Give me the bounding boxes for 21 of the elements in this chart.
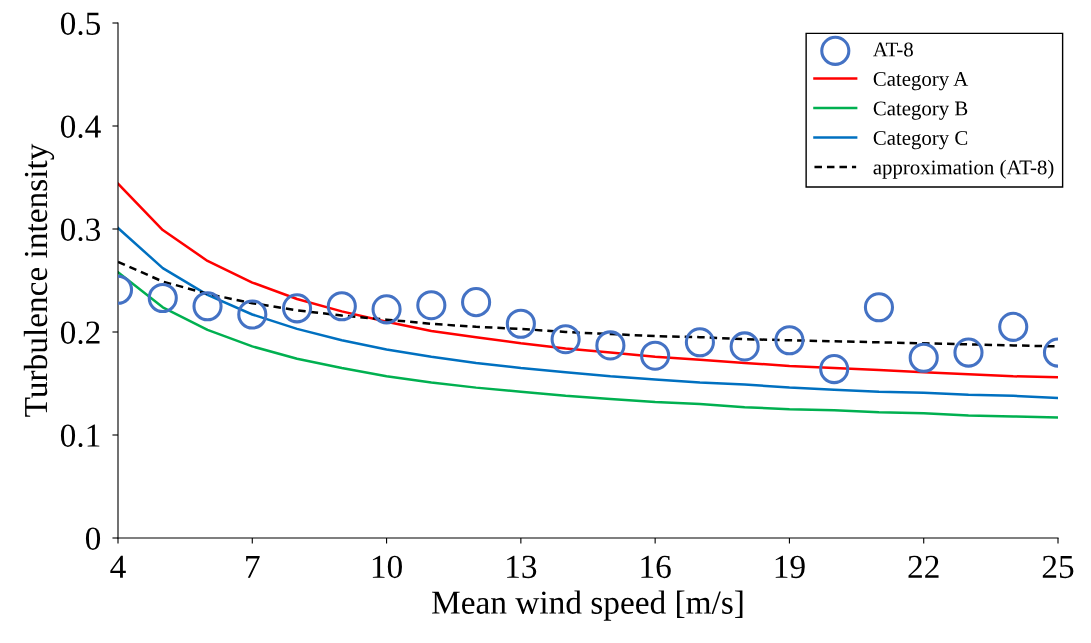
legend-label: approximation (AT-8) [873,159,1054,179]
x-tick-label: 25 [1042,555,1074,579]
x-tick-label: 16 [641,555,671,579]
y-tick-label: 0 [85,527,101,550]
x-axis-title: Mean wind speed [m/s] [432,590,743,621]
y-tick-label: 0.3 [60,218,101,242]
y-tick-label: 0.4 [60,115,101,139]
x-tick-label: 10 [372,555,402,579]
x-tick-label: 22 [908,555,939,578]
legend-label: Category C [873,130,968,150]
y-tick-label: 0.5 [60,12,101,36]
x-tick-label: 4 [110,555,126,578]
legend-label: Category B [873,101,968,120]
y-tick-label: 0.1 [60,424,100,448]
legend-label: Category A [873,71,969,91]
legend-label: AT-8 [873,42,913,57]
y-tick-label: 0.2 [60,321,100,345]
x-tick-label: 7 [246,555,260,578]
y-axis-title: Turbulence intensity [23,143,55,417]
x-tick-label: 13 [507,555,537,579]
x-tick-label: 19 [775,555,805,579]
